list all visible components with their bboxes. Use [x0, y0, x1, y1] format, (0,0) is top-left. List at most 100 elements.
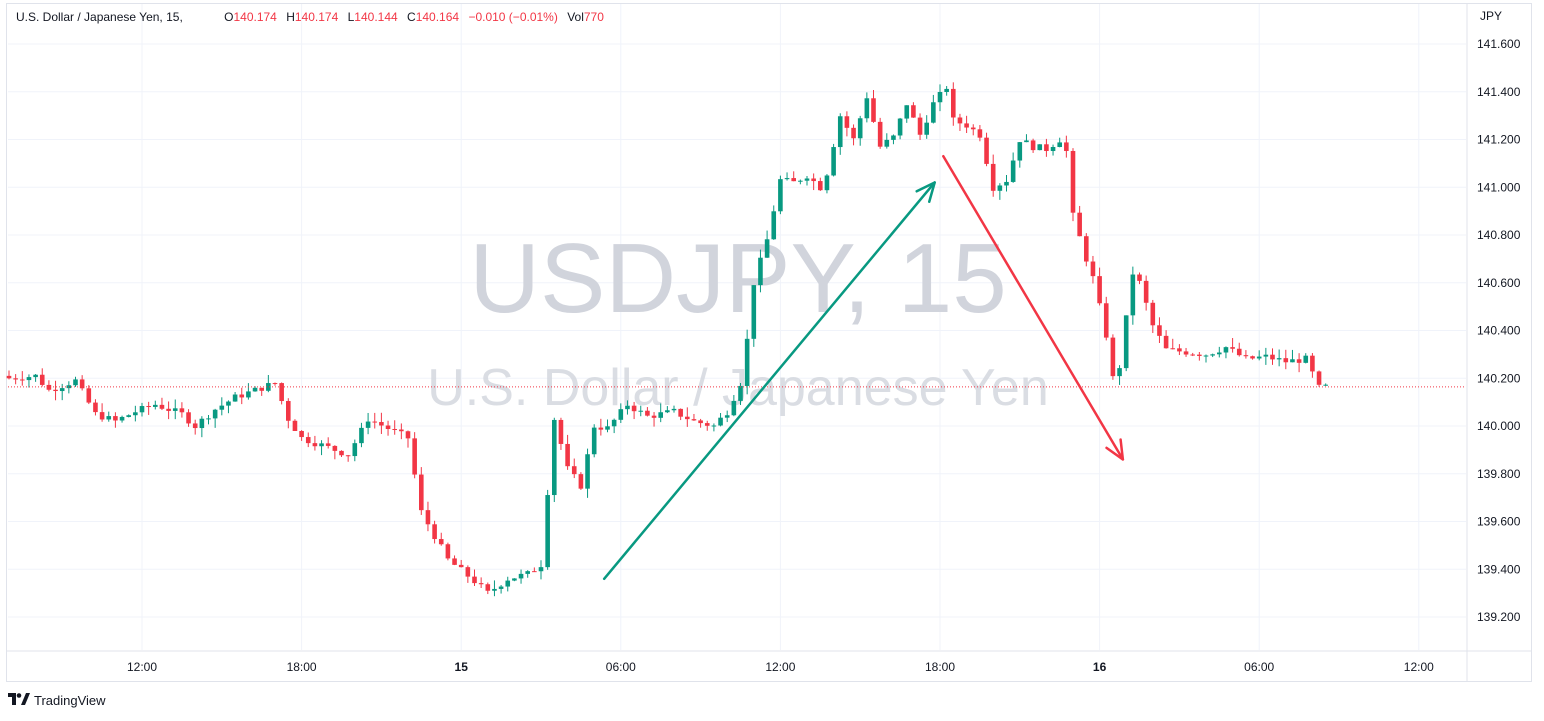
watermark-symbol: USDJPY, 15: [469, 223, 1006, 333]
x-tick-label: 06:00: [606, 660, 636, 674]
candle-body: [20, 379, 25, 381]
candle-body: [6, 375, 12, 379]
candle-body: [319, 443, 324, 447]
tradingview-logo-icon: [8, 693, 30, 708]
x-tick-label: 12:00: [765, 660, 795, 674]
uptrend-arrow[interactable]: [602, 181, 936, 581]
candle-body: [46, 384, 52, 390]
candle-body: [1296, 359, 1302, 363]
y-tick-label: 141.600: [1477, 37, 1521, 51]
x-tick-label: 15: [455, 660, 469, 674]
candle-body: [1064, 142, 1069, 151]
candle-body: [139, 406, 145, 413]
candle-body: [1163, 335, 1169, 349]
candle-body: [724, 415, 730, 418]
candle-body: [831, 147, 836, 176]
y-tick-label: 140.600: [1477, 276, 1521, 290]
candle-body: [412, 438, 417, 475]
candle-body: [844, 116, 850, 128]
candle-body: [425, 510, 431, 525]
axes: JPY 141.600 141.400 141.200 141.000 140.800 1…: [7, 4, 1532, 682]
candle-body: [512, 578, 517, 581]
candle-body: [86, 388, 92, 403]
candle-body: [478, 583, 484, 585]
candle-body: [917, 117, 923, 135]
candle-body: [1243, 355, 1249, 357]
candle-body: [970, 127, 976, 130]
candle-body: [13, 378, 18, 380]
candle-body: [552, 419, 557, 496]
legend-close-value: 140.164: [415, 10, 460, 24]
y-tick-label: 140.200: [1477, 371, 1521, 385]
candle-body: [299, 430, 304, 438]
y-tick-label: 139.400: [1477, 562, 1521, 576]
candle-body: [1263, 354, 1269, 357]
candle-body: [226, 401, 231, 406]
trend-arrows[interactable]: [602, 154, 1125, 581]
candle-body: [438, 539, 444, 545]
candle-body: [871, 98, 876, 122]
candle-body: [153, 404, 158, 407]
candle-body: [133, 412, 138, 416]
candle-body: [113, 416, 118, 421]
watermark: USDJPY, 15 U.S. Dollar / Japanese Yen: [427, 223, 1049, 417]
candle-body: [1230, 347, 1235, 349]
candle-body: [1303, 355, 1309, 363]
candle-body: [339, 450, 344, 456]
candle-body: [545, 495, 550, 568]
candle-body: [638, 410, 644, 412]
downtrend-arrow[interactable]: [942, 154, 1125, 461]
candle-body: [778, 179, 783, 212]
candle-body: [1077, 212, 1082, 237]
x-tick-label: 12:00: [1404, 660, 1434, 674]
candle-body: [1130, 274, 1136, 316]
candle-body: [611, 419, 617, 427]
candle-body: [565, 443, 570, 467]
candle-body: [1323, 384, 1328, 386]
legend-change: −0.010 (−0.01%): [468, 10, 558, 24]
candle-body: [585, 454, 590, 489]
candle-body: [199, 418, 205, 429]
candle-body: [798, 180, 803, 182]
arrow-shaft: [942, 154, 1125, 461]
candle-body: [851, 127, 856, 139]
candle-body: [1190, 354, 1195, 356]
candle-body: [498, 586, 504, 589]
candle-body: [119, 416, 125, 421]
candle-body: [492, 588, 497, 591]
candle-body: [771, 211, 777, 240]
candle-body: [99, 412, 105, 420]
candle-body: [977, 129, 983, 138]
candle-body: [405, 431, 411, 439]
candle-body: [1150, 302, 1156, 326]
candle-body: [399, 429, 404, 432]
candle-body: [1217, 352, 1222, 355]
candle-body: [445, 544, 451, 559]
candle-body: [857, 118, 863, 139]
candle-body: [1010, 160, 1016, 182]
candle-body: [372, 421, 378, 423]
x-tick-label: 18:00: [287, 660, 317, 674]
candle-body: [931, 102, 936, 123]
y-tick-label: 140.000: [1477, 419, 1521, 433]
candle-body: [458, 564, 464, 568]
candle-body: [758, 257, 763, 286]
candle-body: [1183, 351, 1189, 355]
legend-low-value: 140.144: [354, 10, 398, 24]
x-tick-label: 18:00: [925, 660, 955, 674]
candle-body: [685, 416, 690, 420]
candle-body: [219, 405, 225, 410]
candle-body: [1123, 315, 1129, 369]
candle-body: [246, 391, 251, 398]
legend-symbol[interactable]: U.S. Dollar / Japanese Yen, 15,: [16, 10, 183, 24]
candle-body: [591, 427, 597, 455]
candle-body: [73, 379, 78, 386]
candle-body: [239, 394, 245, 398]
branding[interactable]: TradingView: [8, 693, 106, 708]
candle-body: [1223, 347, 1229, 353]
candle-body: [1197, 354, 1202, 356]
candle-body: [392, 428, 397, 430]
candle-body: [192, 423, 198, 429]
candle-body: [252, 387, 258, 392]
